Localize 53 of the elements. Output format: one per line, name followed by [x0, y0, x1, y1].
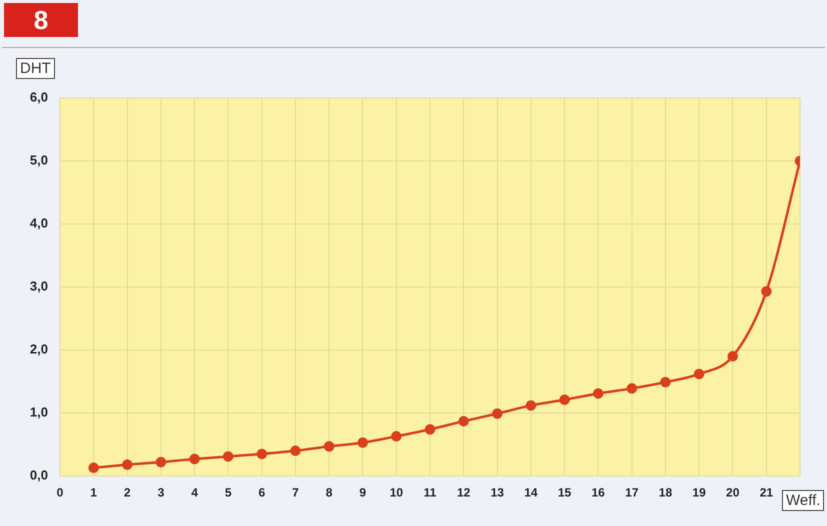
x-tick-label: 11: [424, 486, 437, 500]
point: [88, 462, 99, 474]
y-tick-label: 3,0: [30, 278, 48, 294]
point: [357, 437, 368, 448]
x-tick-label: 10: [390, 486, 404, 500]
point: [727, 351, 738, 362]
point: [492, 408, 503, 419]
x-tick-label: 5: [224, 486, 232, 500]
point: [324, 441, 334, 452]
x-tick-label: 4: [191, 486, 198, 500]
x-tick-label: 19: [692, 486, 706, 500]
x-tick-label: 15: [558, 486, 572, 500]
point: [626, 383, 638, 394]
point: [458, 416, 469, 426]
x-tick-label: 18: [658, 486, 672, 500]
y-tick-label: 1,0: [30, 404, 48, 420]
point: [694, 368, 704, 380]
point: [559, 394, 570, 406]
y-tick-label: 5,0: [30, 152, 48, 168]
point: [526, 400, 536, 411]
x-tick-label: 0: [56, 486, 64, 500]
y-tick-label: 4,0: [30, 216, 48, 231]
x-tick-label: 3: [158, 486, 165, 500]
y-tick-label: 6,0: [30, 90, 48, 105]
point: [122, 459, 133, 470]
x-tick-label: 13: [490, 486, 504, 500]
point: [660, 376, 671, 388]
y-axis-title: DHT: [16, 58, 55, 79]
point: [761, 286, 772, 297]
x-tick-label: 21: [760, 486, 774, 500]
point: [256, 448, 268, 460]
point: [189, 454, 200, 464]
chart-title: 8: [4, 3, 78, 37]
x-tick-label: 6: [258, 486, 266, 500]
x-tick-label: 9: [359, 486, 366, 500]
x-tick-label: 7: [292, 486, 300, 500]
point: [222, 451, 234, 462]
point: [592, 388, 604, 399]
point: [424, 424, 436, 435]
point: [290, 446, 301, 456]
y-tick-label: 0,0: [30, 468, 48, 483]
x-axis-title: Weff.: [782, 490, 824, 511]
point: [156, 456, 166, 468]
x-tick-label: 12: [456, 486, 471, 500]
x-tick-label: 2: [124, 486, 131, 500]
point: [391, 431, 402, 442]
x-tick-label: 14: [524, 486, 538, 500]
x-tick-label: 16: [592, 486, 606, 500]
y-tick-label: 2,0: [30, 342, 48, 357]
x-tick-label: 20: [726, 486, 740, 500]
x-tick-label: 17: [625, 486, 639, 500]
x-tick-label: 1: [90, 486, 98, 500]
x-tick-label: 8: [326, 486, 333, 500]
